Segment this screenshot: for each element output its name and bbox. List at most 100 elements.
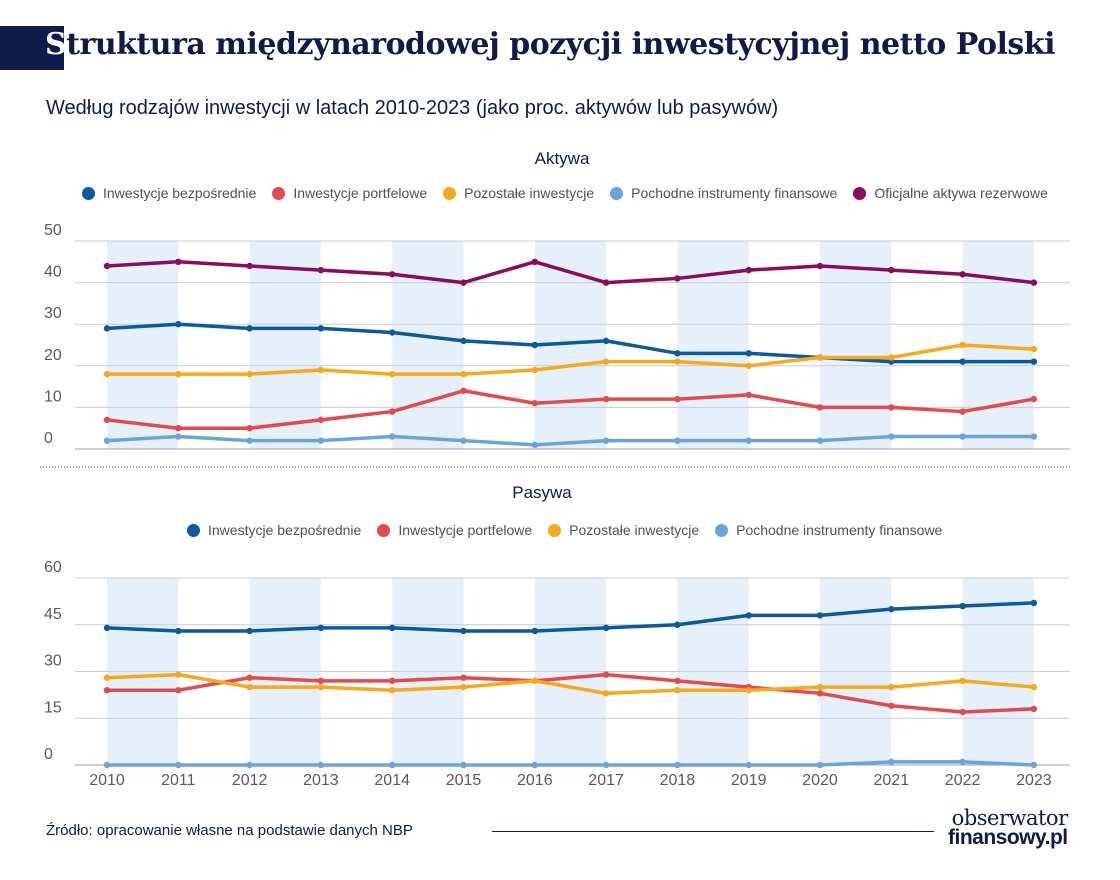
point-aktywa-1-2021 [888,404,895,411]
y-tick-label-aktywa-50: 50 [44,222,62,239]
point-aktywa-0-2012 [246,325,253,332]
point-aktywa-3-2020 [816,437,824,444]
band-aktywa-2010 [107,241,179,449]
point-pasywa-2-2012 [246,683,253,691]
point-aktywa-2-2012 [246,370,253,378]
band-aktywa-2012 [249,241,321,449]
y-tick-label-aktywa-10: 10 [44,388,62,405]
point-pasywa-0-2023 [1030,599,1038,607]
point-pasywa-1-2017 [602,671,610,678]
x-tick-label-2017: 2017 [588,772,624,789]
legend-item-pasywa-0: Inwestycje bezpośrednie [187,522,361,538]
publisher-logo: obserwator finansowy.pl [948,808,1068,849]
legend-swatch-icon [715,523,729,537]
point-aktywa-1-2019 [745,391,752,399]
x-tick-label-2023: 2023 [1016,772,1052,789]
point-aktywa-0-2014 [389,329,396,336]
point-pasywa-1-2012 [246,674,253,681]
point-pasywa-2-2018 [674,687,681,694]
point-aktywa-1-2022 [959,408,966,415]
point-pasywa-1-2010 [103,687,111,694]
point-aktywa-0-2019 [745,350,752,357]
point-aktywa-3-2016 [531,441,538,449]
point-pasywa-3-2014 [389,761,396,769]
legend-swatch-icon [82,186,95,200]
point-aktywa-1-2012 [246,425,253,432]
x-tick-label-2019: 2019 [731,772,767,789]
point-pasywa-3-2023 [1030,761,1038,769]
x-tick-label-2015: 2015 [446,772,482,789]
point-pasywa-3-2011 [175,761,182,769]
point-aktywa-0-2023 [1030,358,1038,365]
chart-title: Struktura międzynarodowej pozycji inwest… [45,27,1055,62]
point-aktywa-1-2015 [460,387,467,394]
point-aktywa-0-2018 [674,350,681,357]
series-line-aktywa-3 [105,434,1036,447]
point-aktywa-0-2011 [175,321,182,328]
title-accent-bar [0,26,64,70]
legend-aktywa: Inwestycje bezpośrednie Inwestycje portfe… [82,185,1064,201]
point-pasywa-3-2019 [745,761,752,769]
point-pasywa-0-2013 [317,624,325,632]
point-aktywa-1-2020 [816,404,824,411]
legend-item-aktywa-3: Pochodne instrumenty finansowe [610,185,837,201]
point-pasywa-2-2023 [1030,683,1038,691]
point-aktywa-1-2016 [531,400,538,407]
point-pasywa-0-2017 [602,624,610,632]
legend-item-aktywa-2: Pozostałe inwestycje [443,185,594,201]
y-tick-label-pasywa-15: 15 [44,699,62,716]
legend-label: Pozostałe inwestycje [569,522,700,538]
x-tick-label-2022: 2022 [945,772,981,789]
point-aktywa-1-2011 [175,425,182,432]
legend-item-aktywa-4: Oficjalne aktywa rezerwowe [853,185,1048,201]
point-pasywa-1-2023 [1030,705,1038,713]
point-aktywa-2-2014 [389,370,396,378]
point-pasywa-2-2010 [103,674,111,681]
x-tick-label-2021: 2021 [874,772,910,789]
legend-label: Inwestycje bezpośrednie [208,522,362,538]
point-aktywa-4-2020 [816,262,824,270]
point-aktywa-1-2018 [674,395,681,403]
band-aktywa-2020 [820,241,892,449]
series-line-pasywa-3 [105,760,1036,767]
series-line-aktywa-4 [105,260,1036,285]
point-aktywa-4-2014 [389,271,396,278]
point-aktywa-2-2019 [745,362,752,369]
point-aktywa-2-2021 [888,354,895,361]
point-aktywa-2-2020 [816,354,824,361]
point-pasywa-2-2016 [531,677,538,685]
legend-item-pasywa-1: Inwestycje portfelowe [377,522,532,538]
legend-swatch-icon [853,186,867,200]
legend-swatch-icon [187,523,200,537]
legend-label: Inwestycje bezpośrednie [103,185,257,201]
point-pasywa-2-2020 [816,683,824,691]
point-aktywa-4-2016 [531,258,538,265]
point-aktywa-4-2018 [674,275,681,282]
point-aktywa-4-2012 [246,262,253,270]
legend-label: Inwestycje portfelowe [398,522,533,538]
point-pasywa-2-2013 [317,683,325,691]
point-pasywa-3-2013 [317,761,325,769]
point-aktywa-1-2010 [103,416,111,424]
point-aktywa-4-2022 [959,271,966,278]
point-aktywa-1-2013 [317,416,325,424]
point-aktywa-2-2017 [602,358,610,365]
point-aktywa-0-2010 [103,325,111,332]
point-pasywa-1-2022 [959,708,966,716]
point-pasywa-3-2022 [959,758,966,766]
point-aktywa-0-2013 [317,325,325,332]
legend-swatch-icon [443,186,457,200]
title-first-letter: S [45,27,67,62]
point-aktywa-0-2022 [959,358,966,365]
point-aktywa-0-2015 [460,337,467,345]
point-aktywa-3-2017 [602,437,610,444]
series-line-aktywa-0 [105,322,1036,364]
point-pasywa-1-2014 [389,677,396,685]
point-pasywa-2-2011 [175,671,182,678]
legend-pasywa: Inwestycje bezpośrednie Inwestycje portfe… [187,522,958,538]
point-aktywa-3-2023 [1030,433,1038,440]
point-aktywa-4-2010 [103,262,111,270]
point-pasywa-0-2022 [959,602,966,610]
point-pasywa-0-2016 [531,627,538,635]
